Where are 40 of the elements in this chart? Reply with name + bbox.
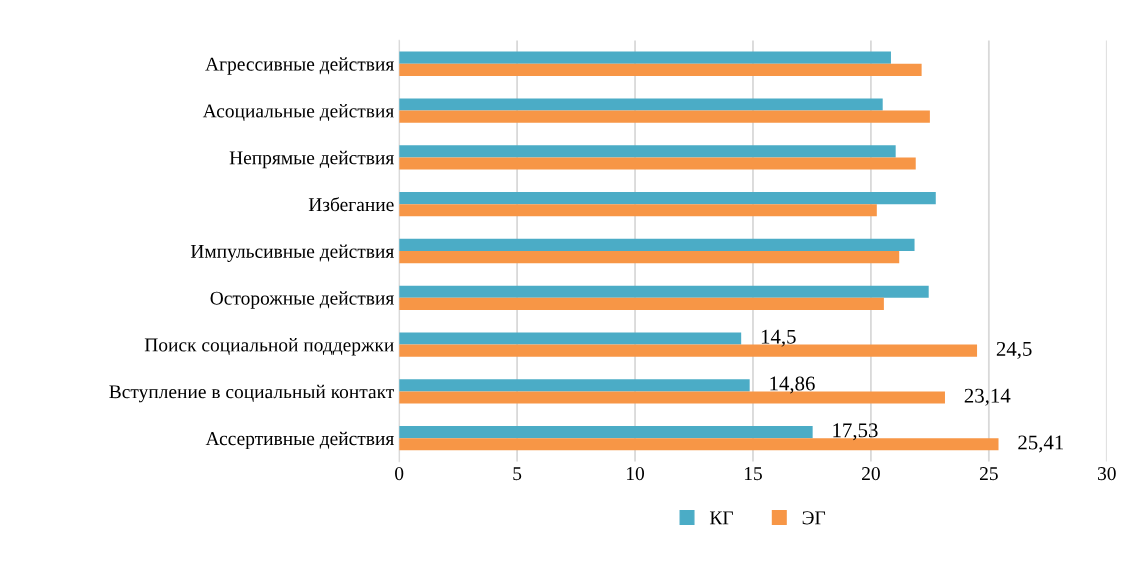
x-tick-label: 5: [513, 467, 522, 481]
x-tick-label: 25: [979, 467, 998, 481]
x-tick-label: 30: [1097, 467, 1116, 481]
y-tick-label: Непрямые действия: [229, 150, 394, 169]
bar: [399, 332, 742, 345]
data-label: 17,53: [833, 423, 878, 441]
bar: [399, 192, 936, 205]
bar: [399, 110, 930, 123]
bar: [399, 145, 896, 158]
data-label: 25,41: [1018, 435, 1064, 453]
data-label: 14,5: [761, 329, 796, 347]
y-tick-label: Агрессивные действия: [205, 57, 394, 75]
bar: [399, 157, 916, 170]
y-tick-label: Асоциальные действия: [202, 104, 394, 122]
bar: [399, 438, 999, 451]
y-tick-label: Избегание: [308, 197, 394, 212]
bar: [399, 285, 929, 298]
data-label: 14,86: [770, 376, 815, 394]
y-tick-label: Импульсивные действия: [190, 244, 394, 262]
bar: [399, 63, 922, 76]
bar: [399, 51, 891, 64]
data-label: 24,5: [996, 341, 1032, 359]
bar: [399, 426, 813, 439]
y-tick-label: Осторожные действия: [210, 291, 394, 309]
bar: [399, 379, 750, 392]
bar: [399, 204, 877, 217]
bar: [399, 98, 883, 111]
bar: [399, 297, 884, 310]
legend-label: КГ: [709, 511, 733, 525]
x-tick-label: 15: [744, 467, 762, 481]
bar: [399, 238, 915, 251]
x-tick-label: 10: [627, 467, 645, 481]
y-tick-label: Поиск социальной поддержки: [144, 338, 394, 356]
x-tick-label: 0: [395, 467, 404, 481]
legend-label: ЭГ: [802, 511, 826, 525]
bar: [399, 250, 900, 264]
data-label: 23,14: [964, 388, 1011, 406]
x-tick-label: 20: [862, 467, 880, 481]
y-tick-label: Вступление в социальный контакт: [109, 384, 395, 403]
y-tick-label: Ассертивные действия: [205, 431, 394, 450]
